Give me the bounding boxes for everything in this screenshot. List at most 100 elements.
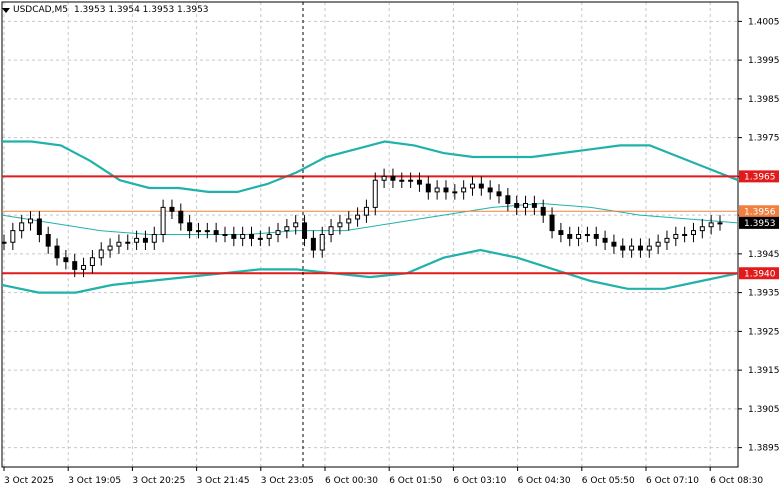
- horizontal-levels[interactable]: [2, 175, 738, 275]
- chart-header: USDCAD,M5 1.3953 1.3954 1.3953 1.3953: [2, 3, 209, 17]
- candle-body: [443, 187, 449, 193]
- candle-body: [390, 175, 396, 181]
- price-tick-label: 1.3975: [748, 134, 780, 144]
- candle-body: [195, 230, 201, 233]
- candle-body: [36, 218, 42, 235]
- candle-body: [72, 261, 78, 270]
- candle-body: [213, 230, 219, 235]
- price-tick-label: 1.3925: [748, 327, 780, 337]
- time-tick-label: 3 Oct 23:05: [261, 476, 314, 486]
- candle-body: [637, 245, 643, 251]
- candle-body: [469, 183, 475, 189]
- candle-body: [346, 218, 352, 224]
- ohlc-values: 1.3953 1.3954 1.3953 1.3953: [73, 5, 209, 15]
- candle-body: [593, 234, 599, 239]
- candle-body: [310, 237, 316, 251]
- candle-body: [257, 237, 263, 240]
- candle-body: [399, 179, 405, 182]
- level-badge[interactable]: [739, 170, 779, 183]
- candle-body: [549, 214, 555, 232]
- candle-body: [142, 237, 148, 243]
- candle-body: [381, 175, 387, 181]
- candle-body: [19, 222, 25, 232]
- candle-body: [81, 265, 87, 270]
- candle-body: [629, 245, 635, 251]
- candle-body: [452, 191, 458, 194]
- candle-body: [125, 241, 131, 244]
- current-price-badge: [739, 216, 779, 229]
- time-tick-label: 6 Oct 05:50: [582, 476, 635, 486]
- grid-lines: [2, 2, 738, 467]
- price-tick-label: 1.3995: [748, 56, 780, 66]
- price-tick-label: 1.3915: [748, 366, 780, 376]
- level-badge-label: 1.3965: [744, 172, 776, 182]
- candle-body: [363, 206, 369, 216]
- candle-body: [204, 230, 210, 233]
- candle-body: [178, 210, 184, 224]
- candle-body: [187, 222, 193, 232]
- time-tick-label: 3 Oct 2025: [4, 476, 54, 486]
- dropdown-arrow-icon[interactable]: [2, 7, 10, 13]
- candle-body: [576, 234, 582, 239]
- candle-body: [107, 245, 113, 251]
- time-tick-label: 6 Oct 00:30: [325, 476, 378, 486]
- price-tick-label: 1.3905: [748, 405, 780, 415]
- candle-body: [620, 245, 626, 251]
- level-badge[interactable]: [739, 267, 779, 280]
- candle-body: [434, 187, 440, 193]
- price-tick-label: 1.3945: [748, 250, 780, 260]
- current-price-label: 1.3953: [744, 219, 776, 229]
- candle-body: [584, 234, 590, 236]
- candle-body: [664, 237, 670, 243]
- candle-body: [567, 234, 573, 239]
- candle-body: [699, 226, 705, 232]
- candle-body: [45, 234, 51, 247]
- candle-body: [708, 222, 714, 228]
- candle-body: [655, 241, 661, 247]
- candle-body: [540, 206, 546, 216]
- candle-body: [328, 226, 334, 235]
- candle-body: [602, 237, 608, 243]
- time-tick-label: 3 Oct 20:25: [132, 476, 185, 486]
- time-tick-label: 6 Oct 03:10: [453, 476, 506, 486]
- time-tick-label: 6 Oct 08:30: [710, 476, 763, 486]
- candle-body: [523, 203, 529, 208]
- candle-body: [558, 230, 564, 235]
- candle-body: [10, 230, 16, 243]
- candle-body: [28, 218, 34, 224]
- bollinger-lower-line: [1, 248, 739, 294]
- candle-body: [1, 241, 7, 244]
- price-tick-label: 1.3895: [748, 444, 780, 454]
- price-tick-label: 1.3935: [748, 289, 780, 299]
- bollinger-bands: [1, 140, 739, 294]
- candle-body: [284, 226, 290, 232]
- plot-border: [1, 1, 739, 468]
- candle-body: [302, 222, 308, 239]
- candle-body: [266, 234, 272, 239]
- time-tick-label: 3 Oct 21:45: [197, 476, 250, 486]
- level-badge[interactable]: [739, 205, 779, 218]
- candle-body: [514, 203, 520, 208]
- candle-body: [682, 234, 688, 236]
- candle-body: [63, 257, 69, 263]
- candle-body: [717, 222, 723, 225]
- candle-body: [416, 179, 422, 185]
- price-tick-label: 1.3985: [748, 95, 780, 105]
- price-tick-label: 1.4005: [748, 17, 780, 27]
- candle-body: [160, 206, 166, 235]
- time-axis[interactable]: 3 Oct 2025 3 Oct 19:05 3 Oct 20:25 3 Oct 21…: [3, 467, 763, 486]
- candle-body: [337, 222, 343, 228]
- candle-body: [478, 183, 484, 189]
- candle-body: [461, 187, 467, 193]
- price-axis[interactable]: 1.40051.39951.39851.39751.39651.39551.39…: [738, 17, 780, 454]
- candle-body: [275, 230, 281, 235]
- candle-body: [496, 191, 502, 197]
- candle-body: [505, 195, 511, 204]
- candle-body: [293, 222, 299, 228]
- level-badge-label: 1.3940: [744, 269, 776, 279]
- candle-body: [372, 179, 378, 208]
- candle-body: [116, 241, 122, 247]
- candle-body: [98, 249, 104, 259]
